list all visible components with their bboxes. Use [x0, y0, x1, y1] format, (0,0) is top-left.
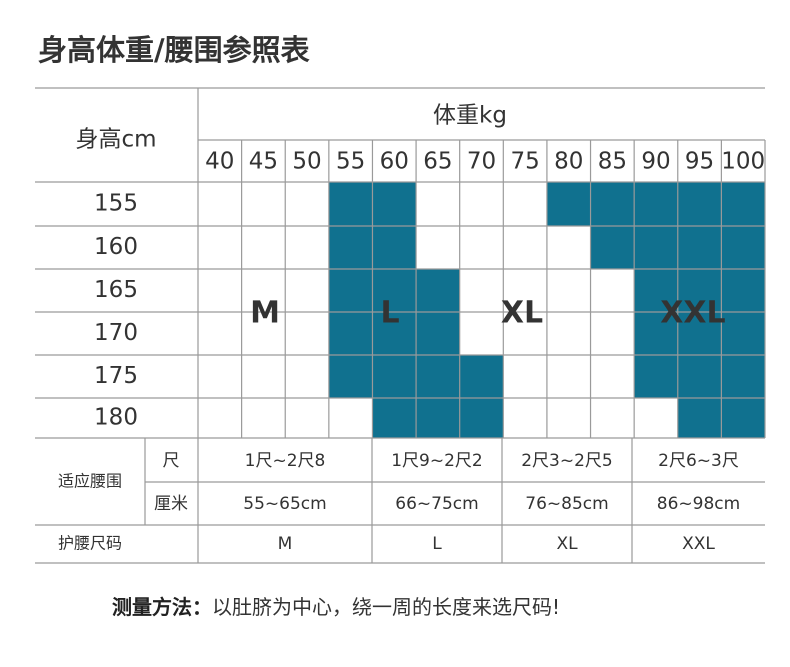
belt-size: XL	[556, 534, 578, 554]
filled-cell	[677, 269, 722, 312]
size-label: XXL	[660, 296, 725, 331]
filled-cell	[416, 355, 460, 398]
filled-cell	[634, 182, 678, 226]
height: 155	[94, 191, 138, 217]
size-label: M	[250, 296, 280, 331]
size-label: XL	[501, 296, 543, 331]
filled-cell	[546, 182, 591, 226]
filled-cell	[721, 269, 765, 312]
weight: 45	[249, 149, 278, 175]
filled-cell	[416, 398, 460, 438]
height: 165	[94, 277, 138, 303]
unit-cm: 厘米	[154, 494, 188, 514]
filled-cell	[372, 312, 417, 355]
filled-cell	[634, 226, 678, 269]
weight: 90	[641, 149, 670, 175]
filled-cell	[721, 226, 765, 269]
filled-cell	[459, 355, 504, 398]
filled-cell	[721, 312, 765, 355]
weight: 55	[336, 149, 365, 175]
filled-cell	[372, 269, 417, 312]
footer: 测量方法：以肚脐为中心，绕一周的长度来选尺码!	[112, 595, 560, 619]
filled-cell	[328, 182, 373, 226]
unit-chi: 尺	[163, 451, 180, 471]
filled-cell	[416, 269, 460, 312]
waist-cm: 66~75cm	[395, 494, 478, 514]
waist-cm: 86~98cm	[657, 494, 740, 514]
filled-cell	[372, 226, 417, 269]
filled-cell	[634, 269, 678, 312]
filled-cell	[416, 312, 460, 355]
weight: 60	[380, 149, 409, 175]
waist-header: 适应腰围	[58, 472, 122, 491]
filled-cell	[372, 182, 417, 226]
weight: 100	[721, 149, 765, 175]
filled-cell	[721, 355, 765, 398]
belt-header: 护腰尺码	[58, 534, 122, 553]
filled-cell	[328, 355, 373, 398]
weight: 95	[685, 149, 714, 175]
filled-cell	[677, 398, 722, 438]
waist-chi: 2尺6~3尺	[658, 451, 739, 471]
weight: 40	[205, 149, 234, 175]
height: 170	[94, 320, 138, 346]
filled-cell	[721, 398, 765, 438]
waist-cm: 76~85cm	[525, 494, 608, 514]
waist-chi: 1尺9~2尺2	[391, 451, 483, 471]
belt-size: XXL	[682, 534, 715, 554]
filled-cell	[372, 355, 417, 398]
filled-cell	[634, 355, 678, 398]
weight: 85	[598, 149, 627, 175]
filled-cell	[328, 226, 373, 269]
height-header: 身高cm	[75, 127, 156, 153]
weight-header: 体重kg	[433, 103, 507, 129]
weight: 65	[423, 149, 452, 175]
filled-cell	[677, 182, 722, 226]
belt-size: M	[278, 534, 293, 554]
waist-chi: 2尺3~2尺5	[521, 451, 613, 471]
filled-cell	[372, 398, 417, 438]
filled-cell	[677, 312, 722, 355]
filled-cell	[328, 269, 373, 312]
title: 身高体重/腰围参照表	[38, 33, 310, 67]
filled-cell	[328, 312, 373, 355]
waist-cm: 55~65cm	[243, 494, 326, 514]
waist-chi: 1尺~2尺8	[245, 451, 326, 471]
filled-cell	[677, 226, 722, 269]
filled-cell	[677, 355, 722, 398]
weight: 80	[554, 149, 583, 175]
weight: 75	[510, 149, 539, 175]
footer-text: 以肚脐为中心，绕一周的长度来选尺码!	[212, 595, 560, 619]
height: 175	[94, 363, 138, 389]
filled-cell	[721, 182, 765, 226]
weight: 50	[292, 149, 321, 175]
filled-cell	[590, 226, 635, 269]
filled-cell	[634, 312, 678, 355]
size-label: L	[380, 296, 399, 331]
belt-size: L	[432, 534, 442, 554]
weight: 70	[467, 149, 496, 175]
footer-label: 测量方法：	[112, 595, 212, 619]
filled-cell	[459, 398, 504, 438]
filled-cell	[590, 182, 635, 226]
height: 160	[94, 234, 138, 260]
height: 180	[94, 405, 138, 431]
